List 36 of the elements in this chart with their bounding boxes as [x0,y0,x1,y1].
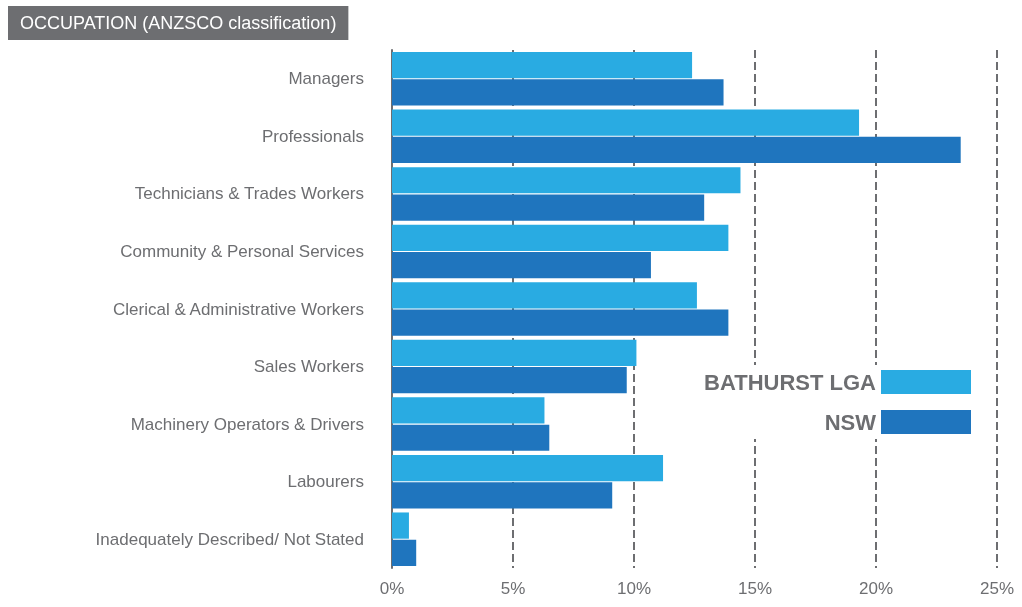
y-tick-label: Managers [288,69,364,89]
y-tick-label: Machinery Operators & Drivers [130,414,364,434]
bar [392,251,651,279]
bar [392,309,729,336]
x-tick-label: 5% [500,579,526,598]
x-tick-label: 15% [737,579,773,598]
bar [392,424,550,451]
bar [392,136,961,164]
x-tick-label: 25% [979,579,1015,598]
y-tick-label: Professionals [261,126,364,146]
y-tick-label: Sales Workers [253,357,364,377]
x-tick-label: 20% [858,579,894,598]
y-tick-label: Clerical & Administrative Workers [113,299,364,319]
text: OCCUPATION (ANZSCO classification) [20,13,337,33]
bar [392,167,741,194]
y-tick-label: Technicians & Trades Workers [134,184,364,204]
bar [392,539,417,566]
bar [392,512,409,539]
bar [392,339,637,367]
bar [392,52,693,79]
bar [392,454,664,482]
bar [392,367,627,394]
bar [392,282,697,309]
y-tick-label: Inadequately Described/ Not Stated [95,529,364,549]
bar [392,194,705,221]
x-tick-label: 10% [616,579,652,598]
x-tick-label: 0% [379,579,405,598]
bar [392,224,729,251]
bar [392,397,545,424]
legend-label: BATHURST LGA [704,369,877,395]
y-tick-label: Community & Personal Services [120,241,364,261]
bar [392,79,724,106]
legend-label: NSW [824,409,877,435]
y-tick-label: Labourers [287,472,364,492]
bar [392,482,613,509]
bar [392,109,860,136]
